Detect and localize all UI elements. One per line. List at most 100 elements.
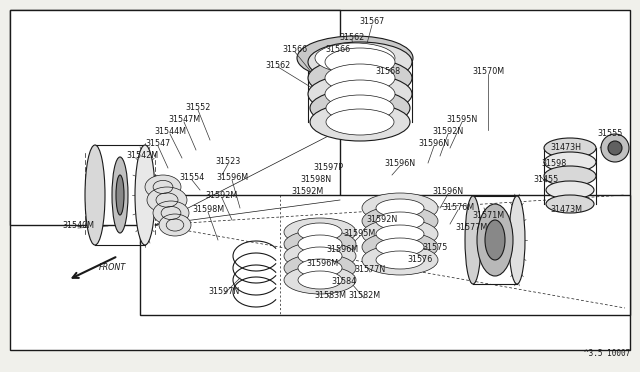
Text: 31547: 31547 — [145, 140, 171, 148]
Text: 31596N: 31596N — [433, 187, 463, 196]
Ellipse shape — [544, 166, 596, 186]
Ellipse shape — [298, 235, 342, 253]
Ellipse shape — [325, 64, 395, 92]
Ellipse shape — [315, 43, 395, 73]
Text: 31592M: 31592M — [292, 187, 324, 196]
Text: 31598M: 31598M — [192, 205, 224, 215]
Ellipse shape — [284, 230, 356, 258]
Ellipse shape — [465, 196, 481, 284]
Ellipse shape — [112, 157, 128, 233]
Ellipse shape — [326, 95, 394, 121]
Text: 31597P: 31597P — [313, 164, 343, 173]
Text: 31583M: 31583M — [314, 292, 346, 301]
Ellipse shape — [297, 36, 413, 80]
Ellipse shape — [153, 201, 189, 225]
Ellipse shape — [159, 214, 191, 236]
Text: 31598N: 31598N — [300, 176, 332, 185]
Ellipse shape — [284, 266, 356, 294]
Ellipse shape — [298, 271, 342, 289]
Ellipse shape — [325, 48, 395, 76]
Ellipse shape — [116, 175, 124, 215]
Text: 31542M: 31542M — [126, 151, 158, 160]
Ellipse shape — [298, 223, 342, 241]
Ellipse shape — [362, 232, 438, 262]
Ellipse shape — [284, 254, 356, 282]
Ellipse shape — [362, 219, 438, 249]
Text: 31540M: 31540M — [62, 221, 94, 231]
Text: 31547M: 31547M — [168, 115, 200, 125]
Ellipse shape — [362, 206, 438, 236]
Text: 31555: 31555 — [597, 129, 623, 138]
Text: 31598: 31598 — [541, 160, 566, 169]
Text: FRONT: FRONT — [99, 263, 125, 273]
Ellipse shape — [85, 145, 105, 245]
Text: 31566: 31566 — [325, 45, 351, 55]
Text: 31592M: 31592M — [206, 192, 238, 201]
Text: 31576M: 31576M — [442, 203, 474, 212]
Ellipse shape — [477, 204, 513, 276]
Text: 31570M: 31570M — [472, 67, 504, 77]
Text: 31592N: 31592N — [433, 128, 463, 137]
Text: 31596M: 31596M — [216, 173, 248, 183]
Ellipse shape — [145, 175, 181, 199]
Ellipse shape — [147, 187, 187, 213]
Ellipse shape — [308, 42, 412, 82]
Bar — [10, 10, 340, 225]
Text: 31584: 31584 — [332, 278, 356, 286]
Text: 31582M: 31582M — [348, 292, 380, 301]
Ellipse shape — [376, 225, 424, 243]
Text: 31552: 31552 — [186, 103, 211, 112]
Text: 31544M: 31544M — [154, 128, 186, 137]
Ellipse shape — [546, 195, 594, 213]
Ellipse shape — [376, 238, 424, 256]
Ellipse shape — [608, 141, 622, 155]
Ellipse shape — [298, 259, 342, 277]
Text: 31562: 31562 — [339, 33, 365, 42]
Text: 31523: 31523 — [216, 157, 241, 167]
Text: 31571M: 31571M — [472, 212, 504, 221]
Ellipse shape — [362, 193, 438, 223]
Ellipse shape — [485, 220, 505, 260]
Text: 31592N: 31592N — [366, 215, 397, 224]
Text: 31596N: 31596N — [419, 140, 449, 148]
Ellipse shape — [326, 109, 394, 135]
Ellipse shape — [308, 58, 412, 98]
Text: 31473M: 31473M — [550, 205, 582, 215]
Text: 31566: 31566 — [282, 45, 308, 55]
Text: 31577N: 31577N — [355, 266, 386, 275]
Ellipse shape — [308, 74, 412, 114]
Text: 31455: 31455 — [533, 176, 559, 185]
Ellipse shape — [298, 247, 342, 265]
Ellipse shape — [284, 218, 356, 246]
Text: 31577M: 31577M — [456, 224, 488, 232]
Text: 31576: 31576 — [408, 256, 433, 264]
Text: 31595M: 31595M — [344, 230, 376, 238]
Text: 31575: 31575 — [422, 244, 448, 253]
Ellipse shape — [376, 212, 424, 230]
Text: 31562: 31562 — [266, 61, 291, 70]
Text: 31473H: 31473H — [550, 144, 582, 153]
Ellipse shape — [135, 145, 155, 245]
Ellipse shape — [310, 103, 410, 141]
Ellipse shape — [376, 199, 424, 217]
Text: 31596M: 31596M — [326, 246, 358, 254]
Text: 31597N: 31597N — [209, 288, 239, 296]
Text: 31568: 31568 — [376, 67, 401, 77]
Bar — [140, 195, 630, 315]
Text: 31595N: 31595N — [446, 115, 477, 125]
Ellipse shape — [544, 152, 596, 172]
Text: 31554: 31554 — [179, 173, 205, 183]
Text: 31596N: 31596N — [385, 160, 415, 169]
Text: ^3.5 10007: ^3.5 10007 — [584, 349, 630, 358]
Ellipse shape — [284, 242, 356, 270]
Ellipse shape — [376, 251, 424, 269]
Ellipse shape — [509, 196, 525, 284]
Ellipse shape — [601, 134, 629, 162]
Ellipse shape — [325, 80, 395, 108]
Text: 31567: 31567 — [360, 17, 385, 26]
Ellipse shape — [362, 245, 438, 275]
Text: 31596M: 31596M — [306, 260, 338, 269]
Ellipse shape — [544, 138, 596, 158]
Ellipse shape — [310, 89, 410, 127]
Ellipse shape — [546, 181, 594, 199]
